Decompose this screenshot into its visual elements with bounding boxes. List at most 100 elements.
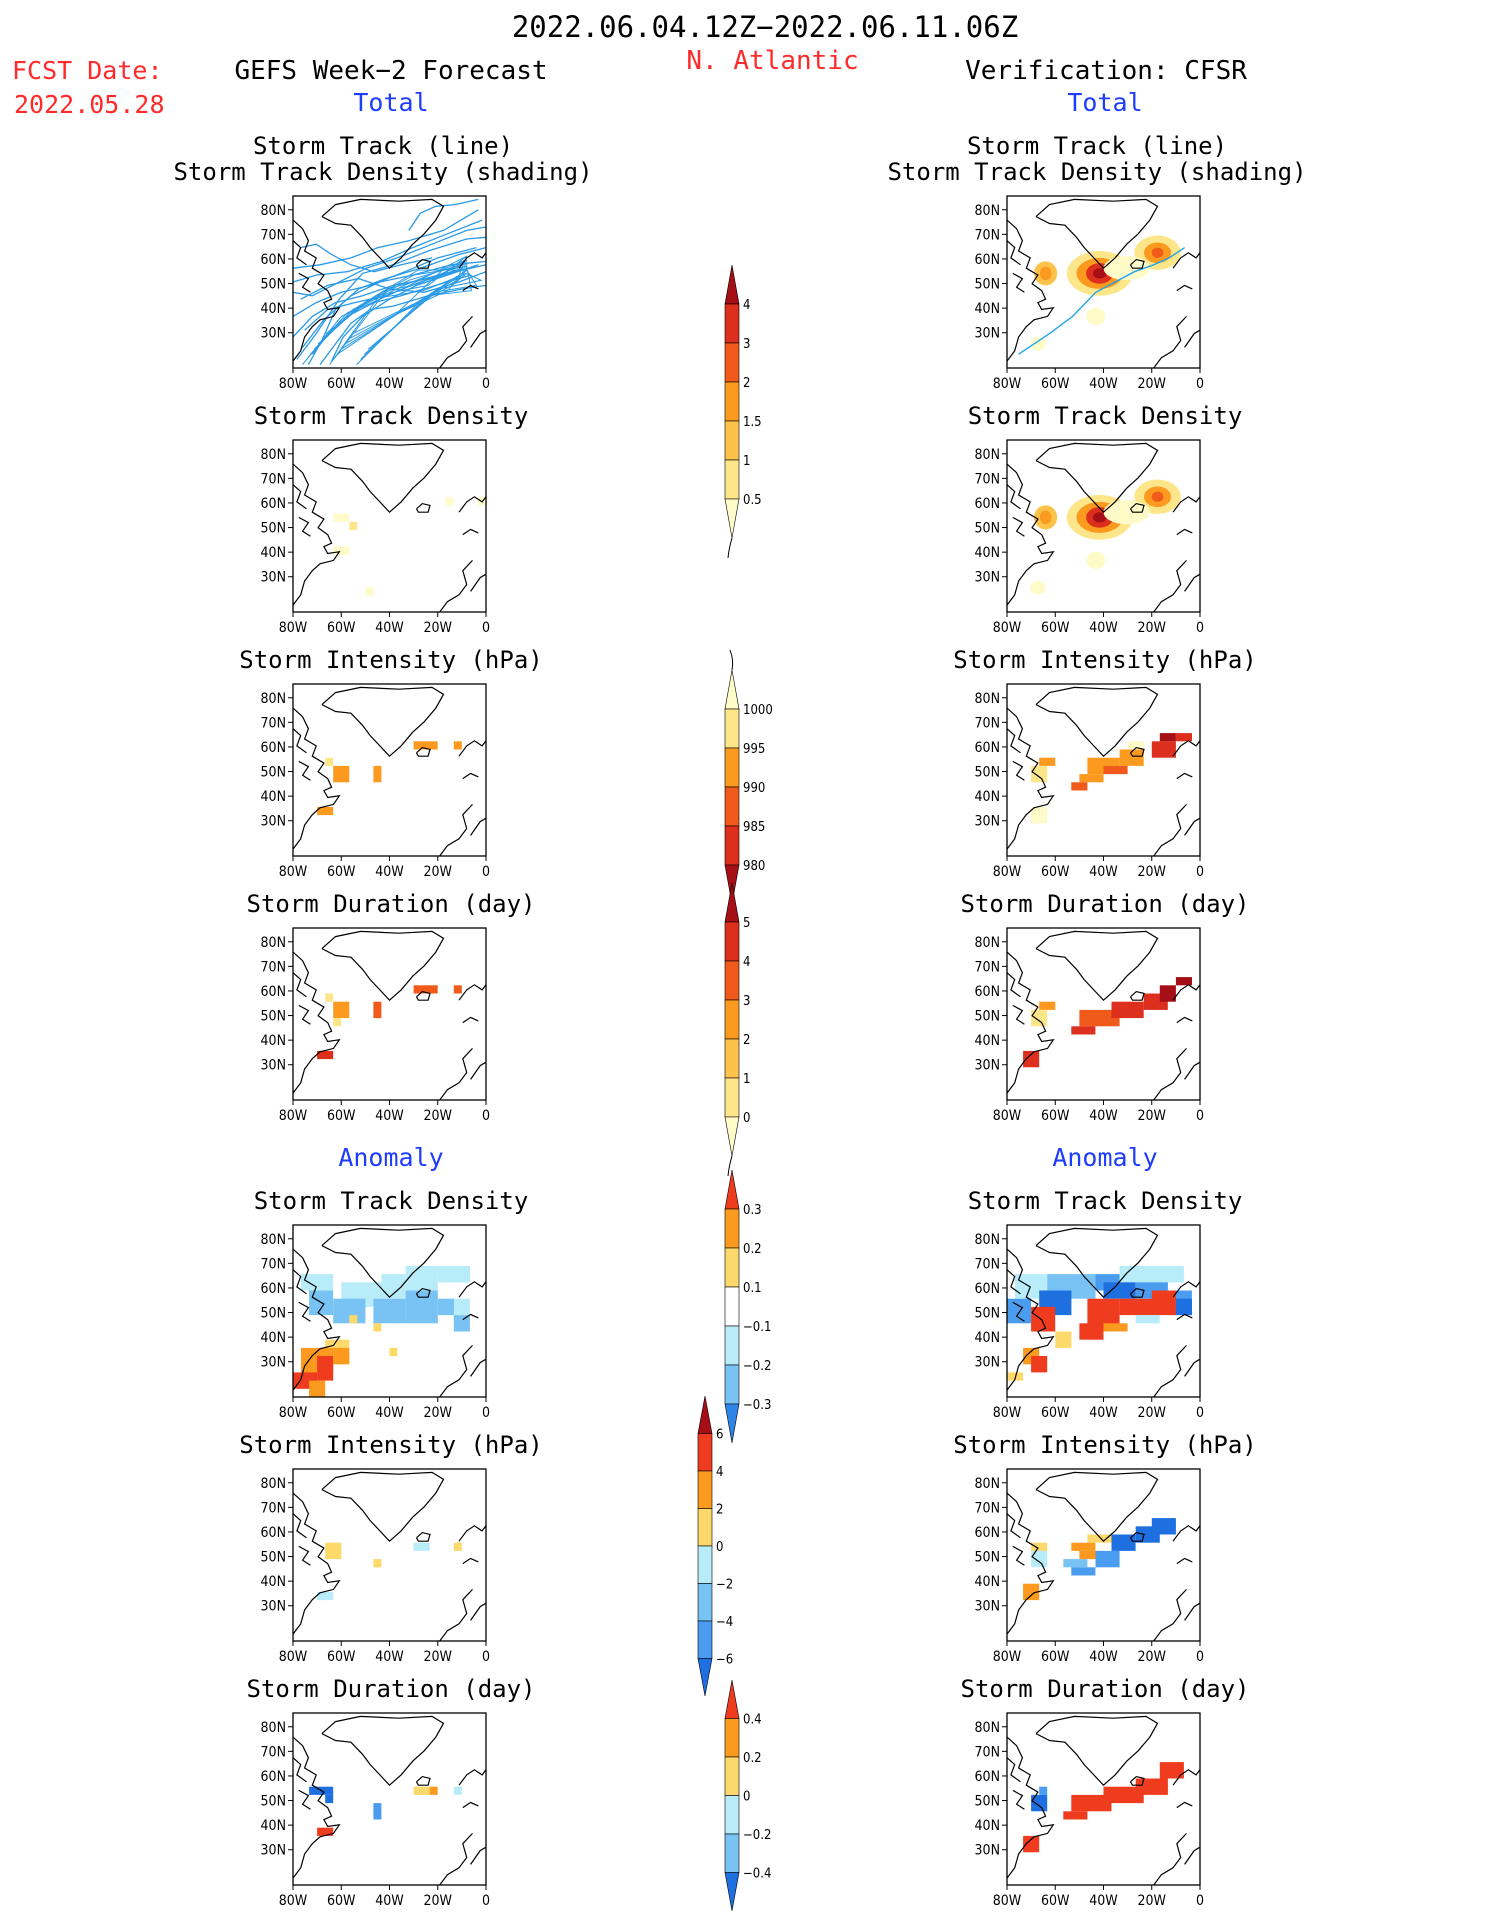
coastline (415, 502, 431, 513)
lon-tick-label: 0 (482, 1649, 490, 1665)
grid-cell (301, 1274, 334, 1291)
density-shading (1039, 266, 1052, 281)
lon-tick-label: 80W (279, 1108, 308, 1124)
lon-tick-label: 40W (375, 1108, 404, 1124)
title-duration-right: Storm Duration (day) (960, 890, 1250, 918)
lon-tick-label: 40W (375, 864, 404, 880)
colorbar-swatch (724, 708, 740, 749)
colorbar-label: 990 (743, 781, 765, 796)
colorbar-swatch (697, 1470, 713, 1509)
lat-tick-label: 40N (975, 1818, 1000, 1834)
coastline (462, 1313, 479, 1321)
coastline (1184, 1358, 1201, 1377)
lat-tick-label: 70N (975, 1500, 1000, 1516)
coastline (1129, 990, 1145, 1001)
coastline (1129, 502, 1145, 513)
colorbar-swatch (724, 1077, 740, 1118)
coastline (1176, 1801, 1193, 1809)
colorbar-swatch (724, 342, 740, 383)
colorbar-swatch (724, 1833, 740, 1873)
grid-cell (333, 1001, 350, 1019)
coastline (415, 990, 431, 1001)
lon-tick-label: 20W (1138, 620, 1167, 636)
title-density-anom-left: Storm Track Density (253, 1187, 529, 1215)
lon-tick-label: 40W (1089, 620, 1118, 636)
lon-tick-label: 60W (1041, 1893, 1070, 1909)
coastline (1176, 772, 1193, 780)
colorbar-arrow-bottom (724, 1872, 740, 1912)
coastline (292, 972, 307, 998)
grid-cell (373, 765, 382, 783)
coastline (1184, 573, 1201, 592)
grid-cell (1087, 1534, 1112, 1543)
colorbar-label: −0.2 (743, 1828, 771, 1843)
coastline (292, 1757, 307, 1783)
colorbar-tail (729, 649, 734, 671)
grid-cell (1135, 1778, 1168, 1795)
grid-cell (325, 1542, 342, 1560)
colorbar-arrow-top (724, 882, 740, 923)
grid-cell (373, 1803, 382, 1820)
coastline (1012, 272, 1025, 293)
lat-tick-label: 70N (261, 471, 286, 487)
lon-tick-label: 80W (993, 620, 1022, 636)
lon-tick-label: 80W (279, 1893, 308, 1909)
left-column-title: GEFS Week−2 Forecast (234, 56, 548, 86)
coastline (1153, 1047, 1187, 1101)
density-shading (1086, 307, 1106, 325)
grid-cell (405, 1290, 438, 1324)
colorbar-label: −4 (716, 1615, 733, 1630)
lon-tick-label: 0 (482, 1893, 490, 1909)
coastline (1153, 1344, 1187, 1398)
lat-tick-label: 50N (975, 1794, 1000, 1810)
lat-tick-label: 60N (261, 740, 286, 756)
colorbar-swatch (724, 420, 740, 461)
storm-track-line (292, 226, 487, 297)
map-frame (292, 683, 487, 857)
lat-tick-label: 30N (975, 1355, 1000, 1371)
colorbar-density_anom: 0.3 0.2 0.1 −0.1 −0.2 −0.3 (724, 1169, 771, 1444)
lat-tick-label: 60N (261, 984, 286, 1000)
density-shading (1092, 268, 1107, 279)
colorbar-label: 1 (743, 454, 750, 469)
lon-tick-label: 60W (1041, 1108, 1070, 1124)
colorbar-arrow-top (724, 264, 740, 305)
lat-tick-label: 40N (261, 1033, 286, 1049)
storm-track-line (321, 272, 467, 340)
grid-cell (1079, 1009, 1120, 1027)
coastline (1035, 1227, 1159, 1299)
coastline (415, 1287, 431, 1298)
coastline (415, 1775, 431, 1786)
storm-track-line (292, 246, 477, 317)
lon-tick-label: 80W (279, 620, 308, 636)
coastline (462, 528, 479, 536)
grid-cell (1151, 1290, 1176, 1316)
colorbar-label: 4 (743, 955, 750, 970)
grid-cell (1007, 1298, 1032, 1324)
lat-tick-label: 70N (261, 1500, 286, 1516)
lon-tick-label: 40W (1089, 864, 1118, 880)
colorbar-label: 1000 (743, 703, 773, 718)
map-panel-right-5: 80N 70N 60N 50N 40N 30N 80W 60W 40W 20W 0 (975, 1468, 1204, 1665)
coastline (439, 803, 473, 857)
colorbar-swatch (724, 1756, 740, 1796)
lat-tick-label: 40N (261, 789, 286, 805)
lon-tick-label: 60W (327, 620, 356, 636)
grid-cell (437, 1266, 470, 1283)
coastline (470, 817, 487, 836)
grid-cell (1023, 1583, 1040, 1601)
map-panel-left-4: 80N 70N 60N 50N 40N 30N 80W 60W 40W 20W 0 (261, 1224, 490, 1421)
grid-cell (1175, 977, 1192, 986)
grid-cell (1039, 757, 1056, 766)
total-label-left: Total (353, 88, 429, 117)
right-column-title: Verification: CFSR (965, 56, 1247, 86)
colorbar-arrow-top (697, 1395, 713, 1434)
lon-tick-label: 60W (327, 1108, 356, 1124)
lat-tick-label: 40N (975, 1330, 1000, 1346)
map-frame (292, 1712, 487, 1886)
coastline (1006, 219, 1055, 362)
coastline (439, 1047, 473, 1101)
colorbar-tail (727, 1155, 733, 1177)
coastline (458, 740, 487, 757)
lon-tick-label: 80W (993, 1405, 1022, 1421)
